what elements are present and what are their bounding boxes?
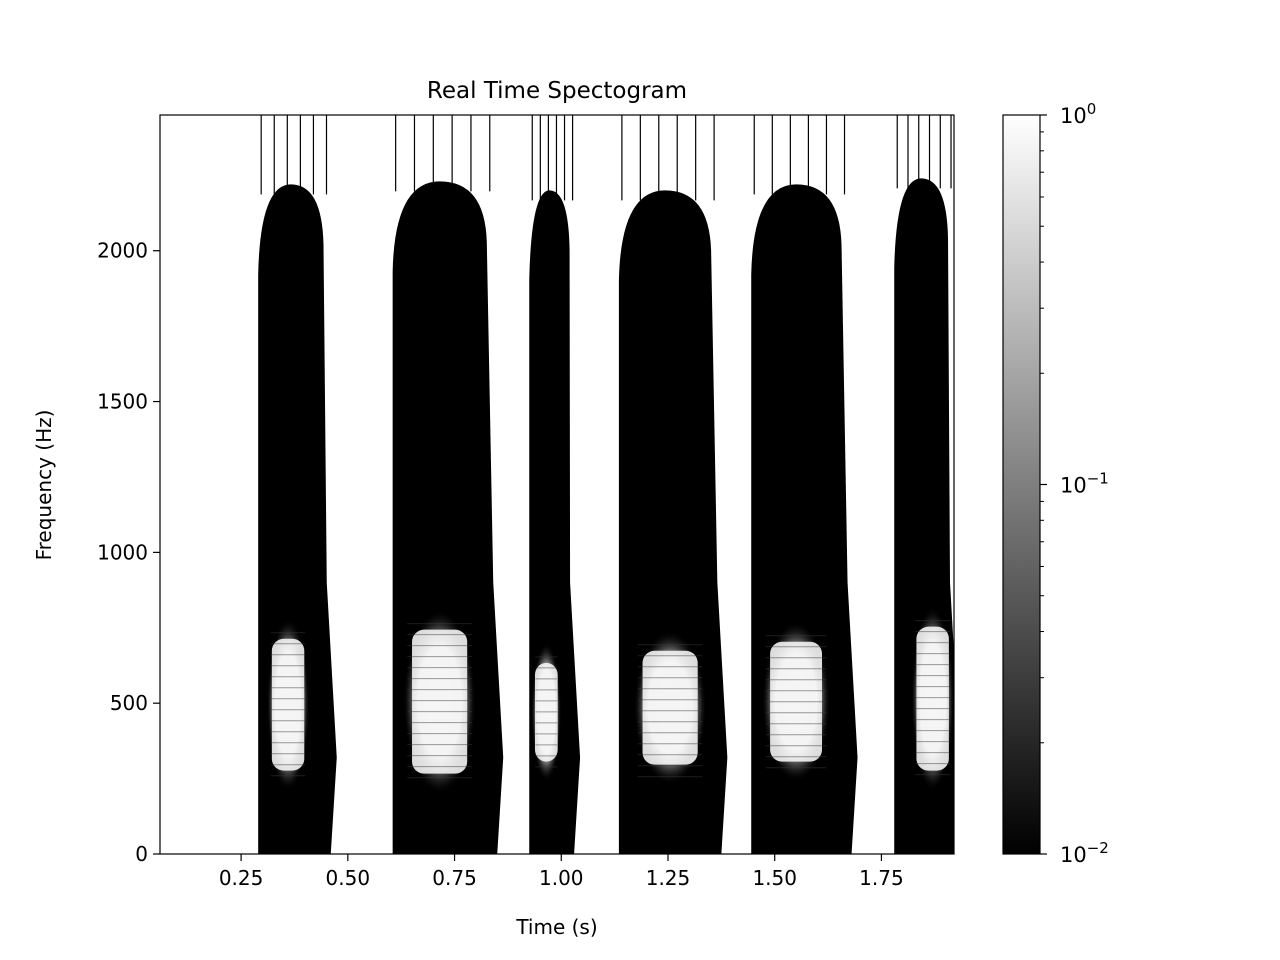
x-tick-label: 1.00 [539, 866, 584, 890]
spectrogram-segment-5 [751, 115, 858, 854]
x-tick-label: 1.75 [859, 866, 904, 890]
segment-bright-core [916, 626, 949, 771]
x-axis-label: Time (s) [515, 915, 597, 939]
colorbar: 100 10−1 10−2 [1002, 100, 1109, 867]
spectrogram-segment-2 [392, 115, 504, 854]
y-tick-label: 500 [110, 691, 148, 715]
colorbar-tick-label: 10−1 [1060, 470, 1109, 498]
x-tick-label: 0.25 [219, 866, 264, 890]
x-tick-label: 1.25 [646, 866, 691, 890]
spectrogram-segment-6 [894, 115, 954, 854]
chart-title: Real Time Spectogram [427, 78, 687, 104]
spectrogram-segment-3 [529, 115, 581, 854]
x-axis: 0.25 0.50 0.75 1.00 1.25 1.50 1.75 [219, 854, 904, 890]
y-axis: 0 500 1000 1500 2000 [97, 239, 160, 866]
y-axis-label: Frequency (Hz) [32, 410, 56, 561]
y-tick-label: 0 [135, 842, 148, 866]
y-tick-label: 1500 [97, 390, 148, 414]
segment-bright-core [271, 638, 305, 771]
spectrogram-segment-4 [618, 115, 728, 854]
plot-area [160, 115, 954, 854]
plot-frame [159, 114, 955, 855]
colorbar-tick-label: 100 [1060, 100, 1096, 128]
x-tick-label: 1.50 [752, 866, 797, 890]
segment-bright-core [642, 650, 698, 765]
y-tick-label: 2000 [97, 239, 148, 263]
colorbar-tick-label: 10−2 [1060, 839, 1109, 867]
spectrogram-segment-1 [258, 115, 337, 854]
segment-bright-core [412, 629, 468, 774]
colorbar-gradient [1002, 114, 1041, 855]
y-tick-label: 1000 [97, 540, 148, 564]
x-tick-label: 0.75 [432, 866, 477, 890]
x-tick-label: 0.50 [326, 866, 371, 890]
